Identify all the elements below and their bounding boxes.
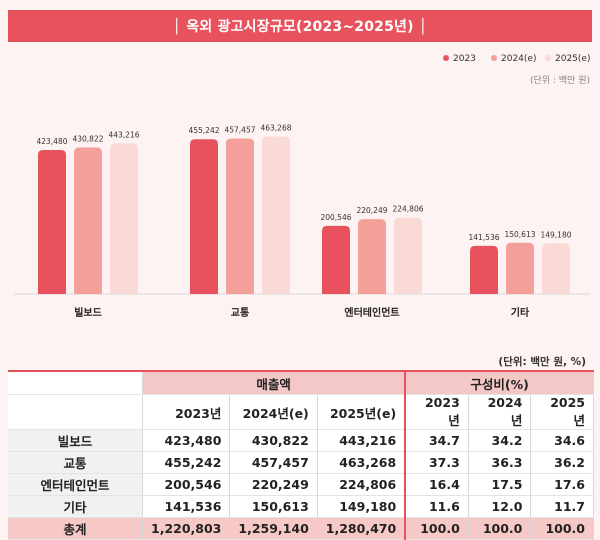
- chart-title-banner: │ 옥외 광고시장규모(2023~2025년) │: [8, 10, 592, 42]
- total-cell: 1,280,470: [317, 517, 406, 540]
- table-cell: 34.2: [468, 429, 532, 452]
- table-cell: 463,268: [317, 451, 406, 474]
- table-row: 기타 141,536 150,613 149,180 11.6 12.0 11.…: [8, 495, 594, 518]
- bar-value-label: 220,249: [356, 206, 387, 215]
- category-label: 엔터테인먼트: [344, 306, 399, 319]
- bar-value-label: 150,613: [504, 230, 535, 239]
- year-header: 2024년(e): [229, 394, 318, 430]
- bar-value-label: 224,806: [392, 205, 423, 214]
- table-cell: 36.2: [530, 451, 594, 474]
- year-header: 2023년: [404, 394, 469, 430]
- bar-value-label: 423,480: [36, 137, 67, 146]
- row-label: 빌보드: [8, 429, 143, 452]
- bar-2023-빌보드: [38, 150, 66, 294]
- category-label: 빌보드: [74, 306, 102, 319]
- bar-value-label: 443,216: [108, 130, 139, 139]
- row-label: 기타: [8, 495, 143, 518]
- table-cell: 150,613: [229, 495, 318, 518]
- year-header: 2025년(e): [317, 394, 406, 430]
- year-header: 2023년: [142, 394, 231, 430]
- bar-value-label: 457,457: [224, 125, 255, 134]
- legend-marker: [443, 55, 449, 61]
- table-unit-note: (단위: 백만 원, %): [498, 356, 586, 368]
- bar-2024(e)-기타: [506, 242, 534, 294]
- chart-title: │ 옥외 광고시장규모(2023~2025년) │: [172, 19, 428, 35]
- table-cell: 34.7: [404, 429, 469, 452]
- category-label: 교통: [231, 307, 249, 319]
- bar-value-label: 430,822: [72, 135, 103, 144]
- table-cell: 141,536: [142, 495, 231, 518]
- market-size-table: 매출액 구성비(%) 2023년 2024년(e) 2025년(e) 2023년…: [8, 370, 595, 540]
- bar-value-label: 141,536: [468, 233, 499, 242]
- bar-2023-엔터테인먼트: [322, 225, 350, 294]
- table-cell: 16.4: [404, 473, 469, 496]
- total-label: 총계: [8, 517, 143, 540]
- bar-value-label: 200,546: [320, 213, 351, 222]
- table-row: 교통 455,242 457,457 463,268 37.3 36.3 36.…: [8, 451, 594, 474]
- bar-value-label: 149,180: [540, 230, 571, 239]
- table-cell: 11.6: [404, 495, 469, 518]
- table-cell: 220,249: [229, 473, 318, 496]
- table-cell: 149,180: [317, 495, 406, 518]
- corner-cell: [8, 370, 143, 395]
- bar-2025(e)-엔터테인먼트: [394, 217, 422, 294]
- total-cell: 100.0: [530, 517, 594, 540]
- bar-2024(e)-빌보드: [74, 147, 102, 294]
- total-cell: 100.0: [404, 517, 469, 540]
- table-row: 빌보드 423,480 430,822 443,216 34.7 34.2 34…: [8, 429, 594, 452]
- bar-chart: 2023 2024(e) 2025(e) (단위 : 백만 원) 423,480 43…: [0, 44, 600, 344]
- table-cell: 12.0: [468, 495, 532, 518]
- table-cell: 17.6: [530, 473, 594, 496]
- group-header-share: 구성비(%): [404, 370, 595, 395]
- table-cell: 34.6: [530, 429, 594, 452]
- chart-unit-note: (단위 : 백만 원): [530, 75, 590, 86]
- bar-2025(e)-빌보드: [110, 143, 138, 294]
- year-header: 2024년: [468, 394, 532, 430]
- row-label: 엔터테인먼트: [8, 473, 143, 496]
- bar-2024(e)-엔터테인먼트: [358, 219, 386, 294]
- table-cell: 423,480: [142, 429, 231, 452]
- table-cell: 37.3: [404, 451, 469, 474]
- legend: 2023 2024(e) 2025(e): [443, 54, 590, 64]
- group-header-sales: 매출액: [142, 370, 406, 395]
- legend-marker: [545, 55, 551, 61]
- table-cell: 36.3: [468, 451, 532, 474]
- bar-2025(e)-기타: [542, 243, 570, 294]
- bar-2025(e)-교통: [262, 136, 290, 294]
- table-cell: 457,457: [229, 451, 318, 474]
- bar-value-label: 455,242: [188, 126, 219, 135]
- table-cell: 224,806: [317, 473, 406, 496]
- bar-2024(e)-교통: [226, 138, 254, 294]
- category-label: 기타: [511, 306, 530, 319]
- legend-label: 2023: [453, 54, 476, 64]
- bars: 423,480 430,822 443,216 455,242 457,457 463,2…: [36, 123, 572, 294]
- table-cell: 11.7: [530, 495, 594, 518]
- row-label: 교통: [8, 451, 143, 474]
- bar-value-label: 463,268: [260, 123, 291, 132]
- corner-cell-2: [8, 394, 143, 430]
- total-cell: 100.0: [468, 517, 532, 540]
- bar-2023-교통: [190, 139, 218, 294]
- legend-label: 2025(e): [555, 54, 590, 64]
- table-cell: 455,242: [142, 451, 231, 474]
- table-cell: 200,546: [142, 473, 231, 496]
- table-cell: 17.5: [468, 473, 532, 496]
- table-total-row: 총계 1,220,803 1,259,140 1,280,470 100.0 1…: [8, 517, 594, 540]
- bar-2023-기타: [470, 245, 498, 294]
- total-cell: 1,220,803: [142, 517, 231, 540]
- year-header: 2025년: [530, 394, 594, 430]
- table-cell: 443,216: [317, 429, 406, 452]
- category-labels: 빌보드 교통 엔터테인먼트 기타: [74, 306, 530, 319]
- table-row: 엔터테인먼트 200,546 220,249 224,806 16.4 17.5…: [8, 473, 594, 496]
- total-cell: 1,259,140: [229, 517, 318, 540]
- legend-label: 2024(e): [501, 54, 536, 64]
- bar-chart-svg: 2023 2024(e) 2025(e) (단위 : 백만 원) 423,480 43…: [14, 54, 590, 319]
- legend-marker: [491, 55, 497, 61]
- table-cell: 430,822: [229, 429, 318, 452]
